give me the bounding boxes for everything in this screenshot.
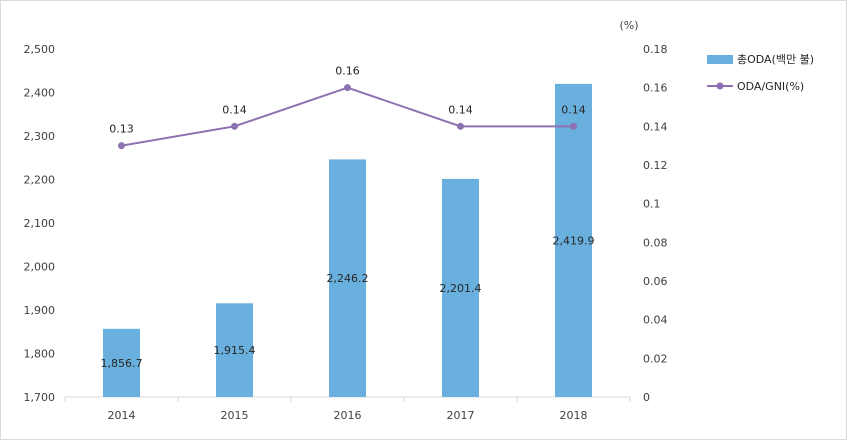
right-y-axis: 0 0.02 0.04 0.06 0.08 0.1 0.12 0.14 0.16 0.18 — [643, 43, 668, 404]
line-point — [231, 122, 238, 130]
right-tick-label: 0.16 — [643, 82, 668, 95]
bar — [555, 83, 592, 397]
right-tick-label: 0.04 — [643, 314, 668, 327]
right-tick-label: 0.14 — [643, 120, 668, 133]
x-tick-label: 2018 — [560, 409, 588, 422]
right-tick-label: 0.02 — [643, 352, 668, 365]
right-tick-label: 0.18 — [643, 43, 668, 56]
bar — [442, 178, 479, 397]
legend-bar-swatch — [707, 55, 733, 64]
right-tick-label: 0.08 — [643, 236, 668, 249]
line-value-label: 0.14 — [561, 103, 586, 116]
left-tick-label: 1,900 — [24, 304, 56, 317]
left-tick-label: 1,800 — [24, 348, 56, 361]
left-tick-label: 2,200 — [24, 174, 56, 187]
line-value-label: 0.16 — [335, 65, 360, 78]
line-series — [118, 84, 577, 150]
bar-value-label: 2,201.4 — [440, 282, 482, 295]
line-value-label: 0.14 — [222, 103, 247, 116]
x-tick-label: 2014 — [108, 409, 136, 422]
legend-line-label: ODA/GNI(%) — [737, 80, 804, 93]
bar-value-label: 1,856.7 — [101, 357, 143, 370]
left-tick-label: 2,500 — [24, 43, 56, 56]
legend: 총ODA(백만 불) ODA/GNI(%) — [707, 53, 814, 93]
bar-value-label: 2,419.9 — [553, 234, 595, 247]
left-tick-label: 1,700 — [24, 391, 56, 404]
left-tick-label: 2,300 — [24, 130, 56, 143]
bar — [103, 328, 140, 397]
right-tick-label: 0.1 — [643, 198, 661, 211]
bar-value-label: 2,246.2 — [327, 272, 369, 285]
legend-line-marker — [716, 82, 724, 90]
legend-bar-label: 총ODA(백만 불) — [737, 53, 814, 66]
x-tick-label: 2017 — [447, 409, 475, 422]
bar — [329, 159, 366, 397]
line-point — [344, 84, 351, 92]
bar-series — [103, 83, 592, 397]
x-axis: 2014 2015 2016 2017 2018 — [64, 397, 631, 422]
x-tick-label: 2015 — [221, 409, 249, 422]
left-y-axis: 1,700 1,800 1,900 2,000 2,100 2,200 2,300 2,400… — [24, 43, 56, 404]
bar-data-labels: 1,856.7 1,915.4 2,246.2 2,201.4 2,419.9 — [101, 234, 595, 369]
right-axis-unit-label: (%) — [619, 19, 638, 32]
line-point — [118, 142, 125, 150]
right-tick-label: 0 — [643, 391, 650, 404]
line-path — [121, 86, 574, 147]
line-value-label: 0.14 — [448, 103, 473, 116]
line-point — [457, 122, 464, 130]
x-tick-label: 2016 — [334, 409, 362, 422]
line-point — [570, 122, 577, 130]
line-data-labels: 0.13 0.14 0.16 0.14 0.14 — [109, 65, 586, 136]
left-tick-label: 2,400 — [24, 87, 56, 100]
line-value-label: 0.13 — [109, 123, 134, 136]
bar-value-label: 1,915.4 — [214, 344, 256, 357]
right-tick-label: 0.12 — [643, 159, 668, 172]
bar — [216, 303, 253, 397]
right-tick-label: 0.06 — [643, 275, 668, 288]
left-tick-label: 2,000 — [24, 261, 56, 274]
left-tick-label: 2,100 — [24, 217, 56, 230]
